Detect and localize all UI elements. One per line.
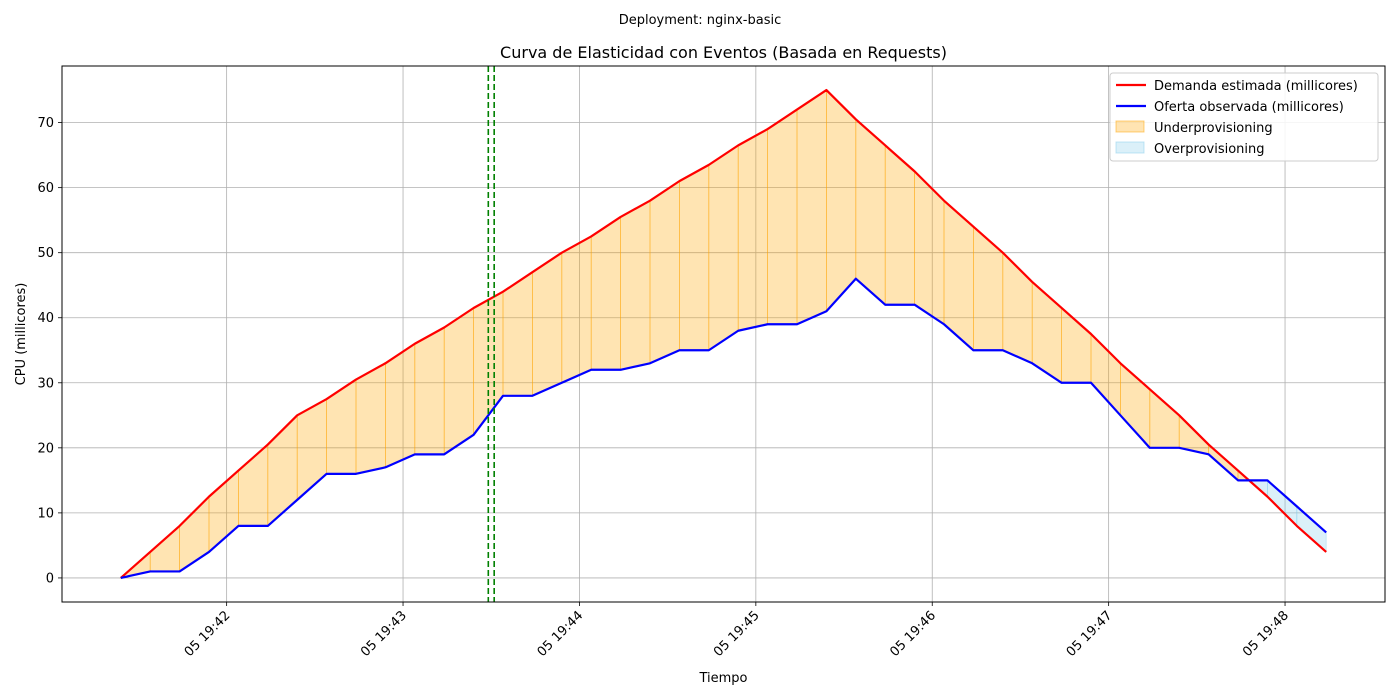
y-tick-label: 30 xyxy=(37,376,54,391)
underprovisioning-area xyxy=(179,495,210,573)
x-tick-label: 05 19:48 xyxy=(1240,608,1292,660)
x-tick-label: 05 19:46 xyxy=(887,608,939,660)
underprovisioning-area xyxy=(620,199,651,371)
underprovisioning-area xyxy=(267,414,298,527)
underprovisioning-area xyxy=(973,225,1004,351)
underprovisioning-area xyxy=(326,378,357,475)
legend: Demanda estimada (millicores) Oferta obs… xyxy=(1109,72,1379,162)
x-tick-label: 05 19:45 xyxy=(711,608,763,660)
y-axis-label: CPU (millicores) xyxy=(14,283,29,386)
underprovisioning-area xyxy=(855,118,886,306)
legend-over-swatch xyxy=(1115,141,1145,154)
legend-box xyxy=(1109,72,1379,162)
grid xyxy=(62,66,1385,602)
legend-supply-label: Oferta observada (millicores) xyxy=(1154,100,1344,115)
event-lines xyxy=(487,66,495,602)
underprovisioning-area xyxy=(914,170,945,325)
demand-line xyxy=(120,88,1327,579)
underprovisioning-area xyxy=(1002,251,1033,364)
underprovisioning-area xyxy=(767,108,798,325)
x-axis-label: Tiempo xyxy=(698,671,747,686)
axes-frame xyxy=(61,65,1386,603)
legend-demand-label: Demanda estimada (millicores) xyxy=(1154,79,1358,94)
underprovisioning-area xyxy=(737,128,768,332)
legend-over-label: Overprovisioning xyxy=(1154,142,1265,157)
underprovisioning-area xyxy=(1090,333,1121,417)
underprovisioning-area xyxy=(826,89,857,313)
underprovisioning-area xyxy=(414,326,445,455)
underprovisioning-area xyxy=(355,362,386,475)
underprovisioning-area xyxy=(502,271,533,397)
x-tick-label: 05 19:47 xyxy=(1064,608,1116,660)
underprovisioning-area xyxy=(296,398,328,501)
legend-under-label: Underprovisioning xyxy=(1154,121,1273,136)
underprovisioning-area xyxy=(679,164,710,351)
underprovisioning-area xyxy=(884,144,915,306)
underprovisioning-area xyxy=(561,235,592,384)
underprovisioning-area xyxy=(590,216,621,371)
y-axis-ticks: 0 10 20 30 40 50 60 70 xyxy=(37,116,62,586)
underprovisioning-area xyxy=(708,144,739,352)
fill-areas xyxy=(119,89,1327,579)
y-tick-label: 40 xyxy=(37,311,54,326)
underprovisioning-area xyxy=(1061,307,1092,384)
series-lines xyxy=(120,88,1327,580)
y-tick-label: 60 xyxy=(37,181,54,196)
x-tick-label: 05 19:44 xyxy=(535,608,587,660)
underprovisioning-area xyxy=(532,251,563,397)
x-tick-label: 05 19:42 xyxy=(182,608,234,660)
chart-title: Curva de Elasticidad con Eventos (Basada… xyxy=(500,43,947,62)
y-tick-label: 70 xyxy=(37,116,54,131)
y-tick-label: 10 xyxy=(37,506,54,521)
underprovisioning-area xyxy=(384,343,416,468)
underprovisioning-area xyxy=(649,180,680,364)
underprovisioning-area xyxy=(1149,388,1180,449)
underprovisioning-area xyxy=(443,307,475,456)
supply-line xyxy=(120,277,1327,580)
legend-under-swatch xyxy=(1115,120,1145,133)
underprovisioning-area xyxy=(796,89,827,325)
y-tick-label: 50 xyxy=(37,246,54,261)
y-tick-label: 0 xyxy=(46,571,54,586)
x-tick-label: 05 19:43 xyxy=(358,608,410,660)
suptitle: Deployment: nginx-basic xyxy=(619,13,782,28)
y-tick-label: 20 xyxy=(37,441,54,456)
x-axis-ticks: 05 19:42 05 19:43 05 19:44 05 19:45 05 19:46… xyxy=(182,602,1292,660)
underprovisioning-area xyxy=(1031,281,1062,384)
